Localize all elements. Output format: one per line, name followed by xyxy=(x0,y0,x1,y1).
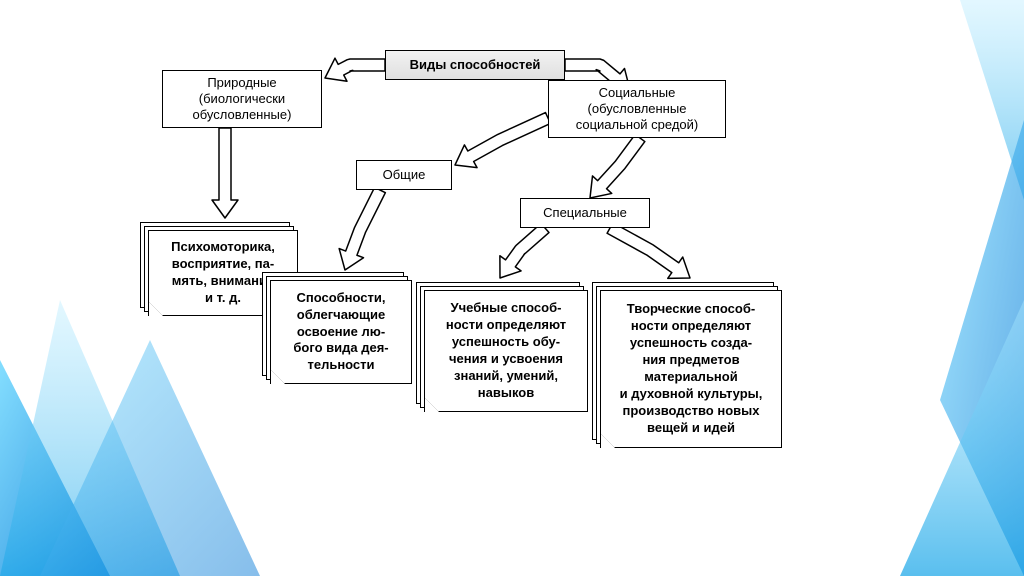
note-natural-label: Психомоторика, восприятие, па- мять, вни… xyxy=(171,239,275,307)
diagram-canvas: Виды способностей Природные (биологическ… xyxy=(0,0,1024,576)
node-social-label: Социальные (обусловленные социальной сре… xyxy=(576,85,699,134)
note-study: Учебные способ- ности определяют успешно… xyxy=(424,290,588,412)
node-natural: Природные (биологически обусловленные) xyxy=(162,70,322,128)
node-special: Специальные xyxy=(520,198,650,228)
node-root-label: Виды способностей xyxy=(410,57,541,73)
node-special-label: Специальные xyxy=(543,205,627,221)
node-general-label: Общие xyxy=(383,167,426,183)
note-creative: Творческие способ- ности определяют успе… xyxy=(600,290,782,448)
node-natural-label: Природные (биологически обусловленные) xyxy=(193,75,292,124)
node-general: Общие xyxy=(356,160,452,190)
node-root: Виды способностей xyxy=(385,50,565,80)
note-study-label: Учебные способ- ности определяют успешно… xyxy=(446,300,566,401)
node-social: Социальные (обусловленные социальной сре… xyxy=(548,80,726,138)
note-general-label: Способности, облегчающие освоение лю- бо… xyxy=(293,290,388,374)
note-general: Способности, облегчающие освоение лю- бо… xyxy=(270,280,412,384)
note-creative-label: Творческие способ- ности определяют успе… xyxy=(620,301,763,436)
